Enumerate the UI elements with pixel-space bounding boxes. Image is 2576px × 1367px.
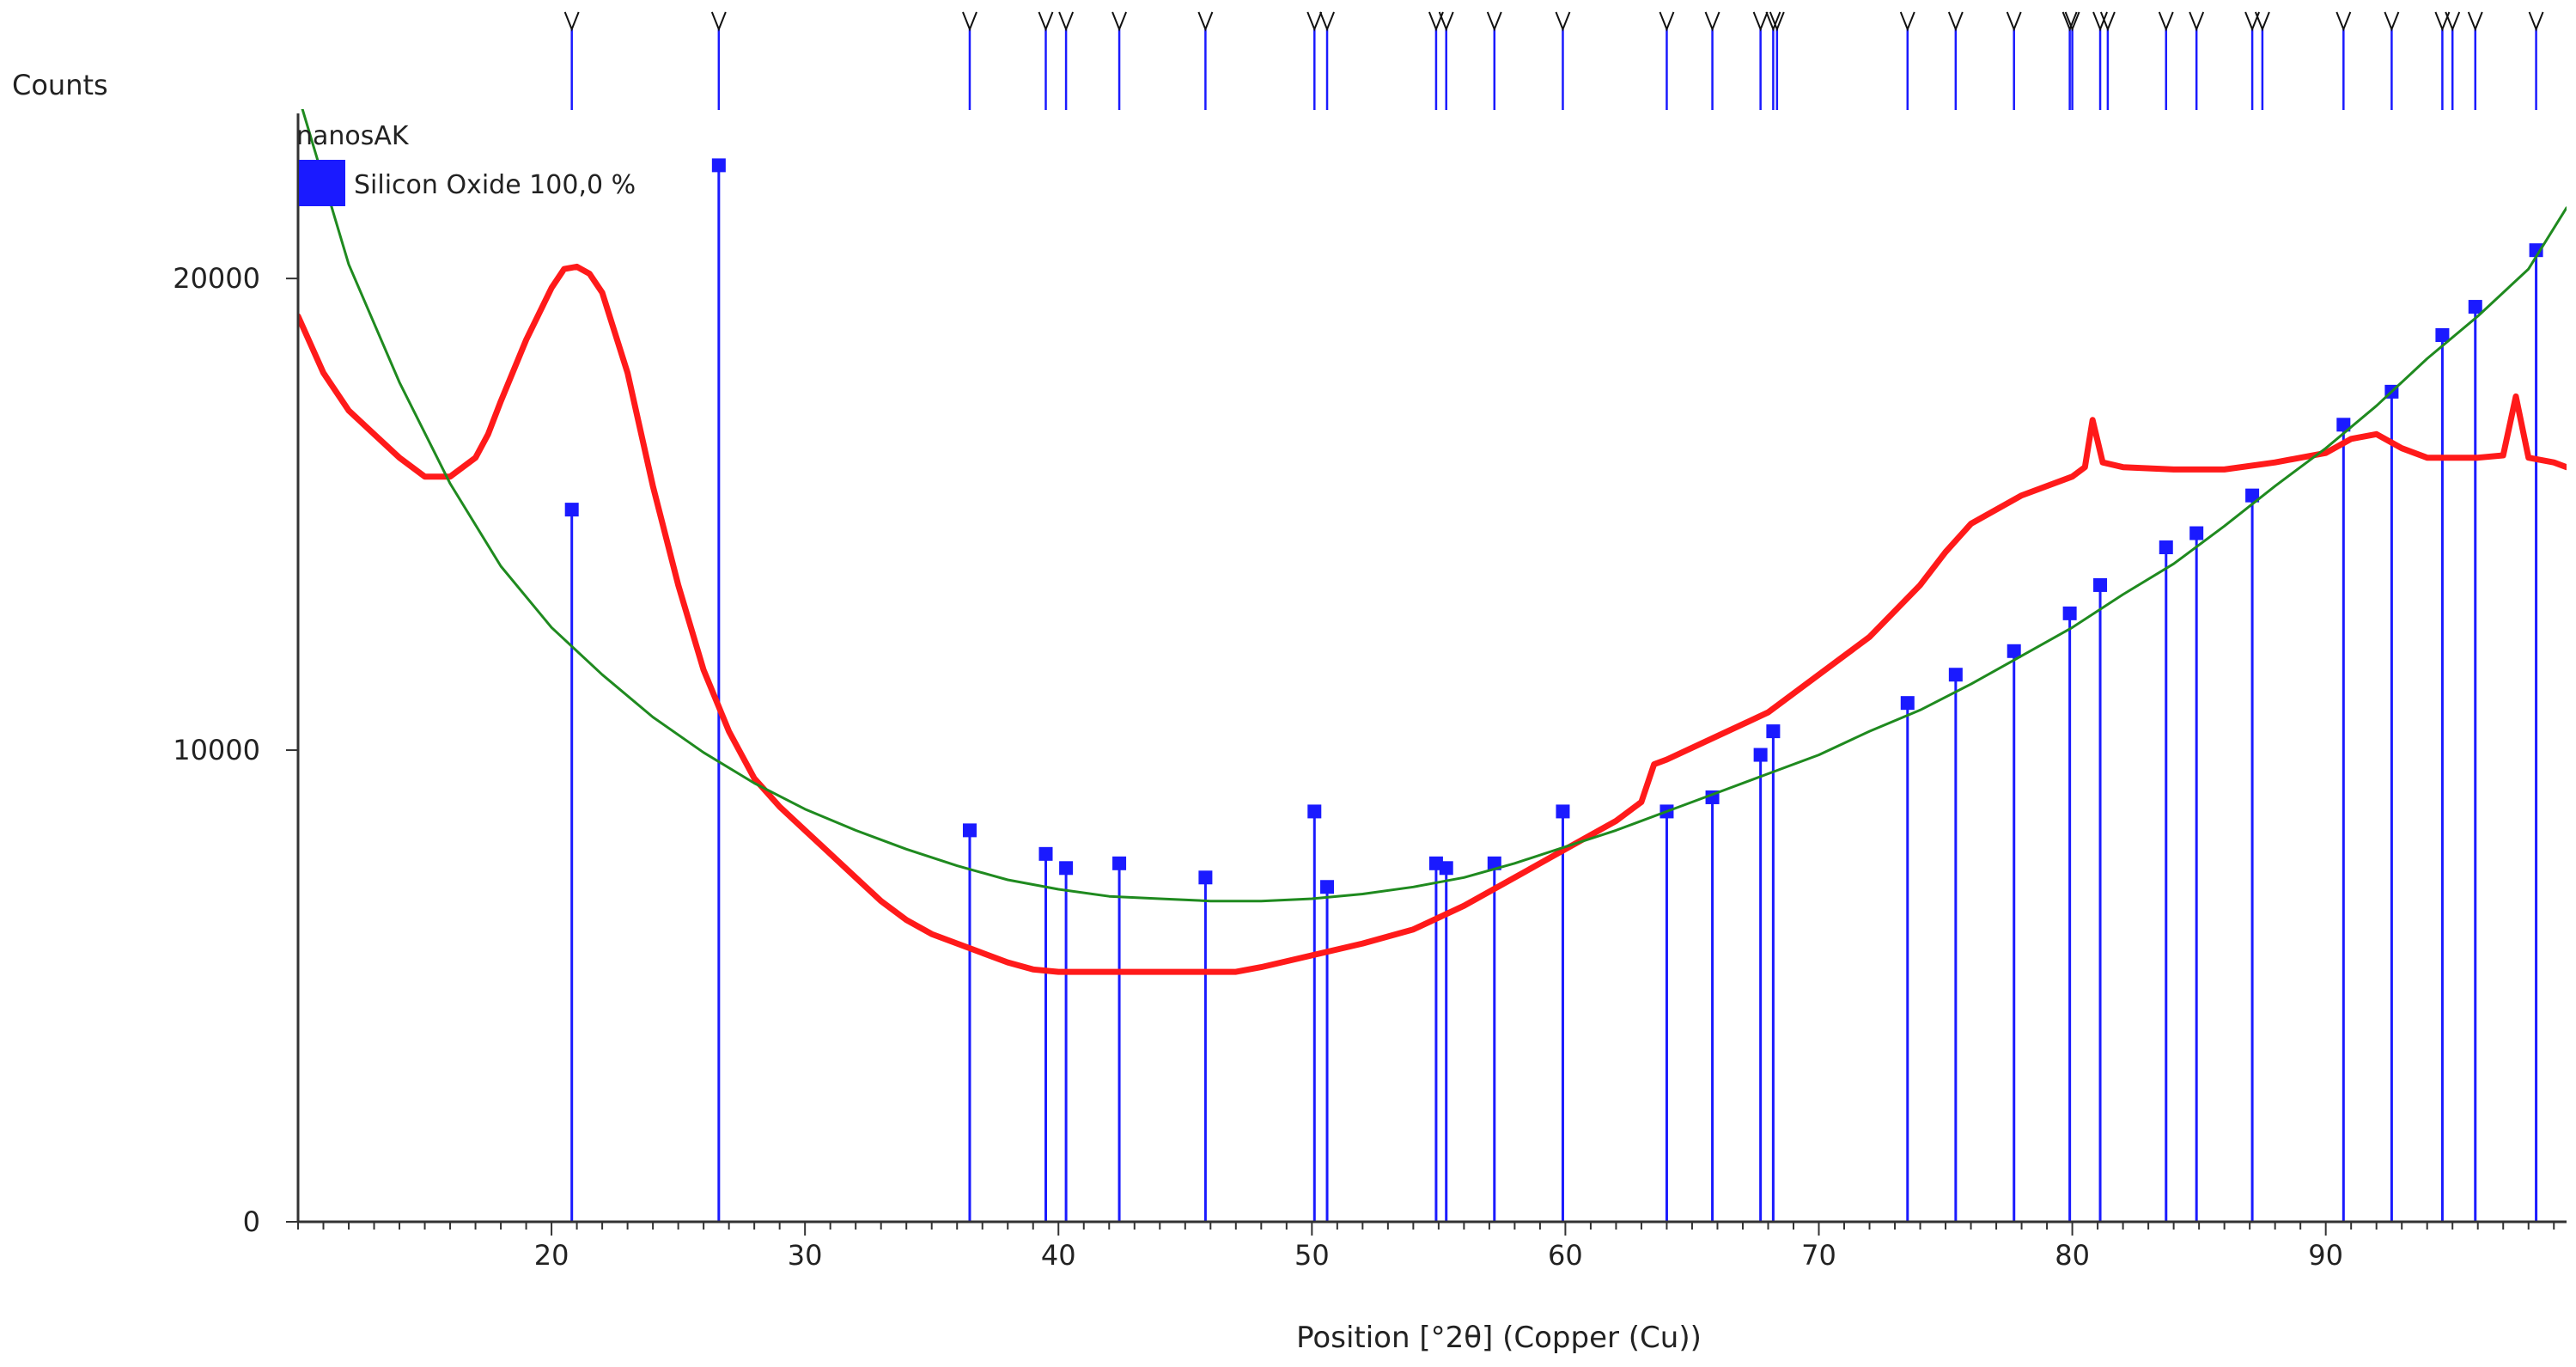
reference-position-marker-v <box>2384 11 2400 32</box>
reference-position-marker-v <box>2099 11 2116 32</box>
reference-peak-marker <box>1307 804 1322 819</box>
reference-peak-marker <box>1556 804 1570 819</box>
reference-position-marker-v <box>1197 11 1214 32</box>
reference-position-marker-v <box>1555 11 1571 32</box>
reference-position-marker-v <box>2434 11 2451 32</box>
reference-position-marker-v <box>1306 11 1323 32</box>
reference-position-marker-v <box>1438 11 1454 32</box>
reference-peak-marker <box>2468 300 2482 314</box>
reference-peak-marker <box>2062 606 2077 620</box>
reference-peak-marker <box>1038 846 1053 861</box>
y-tick-label: 20000 <box>173 262 260 295</box>
reference-position-marker-v <box>2006 11 2022 32</box>
x-tick-label: 60 <box>1548 1239 1583 1272</box>
reference-peak-marker <box>1059 861 1074 876</box>
x-tick-label: 70 <box>1801 1239 1836 1272</box>
reference-peak-marker <box>2189 526 2204 540</box>
reference-position-marker-v <box>2445 11 2461 32</box>
reference-position-marker-v <box>2189 11 2205 32</box>
reference-position-marker-v <box>1038 11 1054 32</box>
reference-peak-marker <box>2007 644 2021 658</box>
legend: nanosAK Silicon Oxide 100,0 % <box>296 121 636 206</box>
reference-peak-marker <box>2159 540 2173 555</box>
reference-position-marker-v <box>1899 11 1915 32</box>
reference-position-marker-v <box>563 11 580 32</box>
reference-peak-marker <box>1753 748 1768 762</box>
reference-position-marker-v <box>1769 11 1785 32</box>
reference-position-marker-v <box>1058 11 1075 32</box>
reference-position-marker-v <box>2244 11 2261 32</box>
reference-peak-marker <box>711 158 726 173</box>
reference-peak-marker <box>1198 870 1213 885</box>
x-axis-label: Position [°2θ] (Copper (Cu)) <box>1296 1321 1702 1355</box>
reference-position-marker-v <box>1111 11 1127 32</box>
reference-position-marker-v <box>2528 11 2544 32</box>
reference-peak-marker <box>2336 418 2351 432</box>
reference-position-marker-v <box>2092 11 2108 32</box>
axes: 20 30 40 50 60 70 80 90 0 10000 20000 <box>173 113 2567 1272</box>
y-tick-label: 0 <box>243 1205 260 1238</box>
reference-position-markers <box>563 11 2544 110</box>
reference-peak-marker <box>1900 696 1915 711</box>
x-tick-label: 30 <box>788 1239 823 1272</box>
x-tick-label: 80 <box>2055 1239 2090 1272</box>
reference-peak-marker <box>1439 861 1453 876</box>
reference-position-marker-v <box>1319 11 1335 32</box>
reference-position-marker-v <box>1659 11 1675 32</box>
reference-peak-marker <box>2435 328 2450 342</box>
reference-peak-marker <box>1948 668 1963 682</box>
x-tick-label: 20 <box>534 1239 569 1272</box>
reference-position-marker-v <box>1704 11 1720 32</box>
reference-position-marker-v <box>962 11 977 32</box>
y-tick-label: 10000 <box>173 734 260 766</box>
reference-position-marker-v <box>2467 11 2483 32</box>
reference-peak-marker <box>1320 880 1335 894</box>
x-tick-label: 40 <box>1041 1239 1076 1272</box>
reference-position-marker-v <box>1428 11 1444 32</box>
reference-position-marker-v <box>710 11 727 32</box>
reference-peaks <box>564 158 2543 1222</box>
reference-position-marker-v <box>2158 11 2174 32</box>
reference-position-marker-v <box>1486 11 1502 32</box>
reference-peak-marker <box>2245 488 2260 503</box>
reference-peak-marker <box>564 503 579 517</box>
reference-position-marker-v <box>2064 11 2080 32</box>
reference-position-marker-v <box>1947 11 1964 32</box>
legend-entry-label: Silicon Oxide 100,0 % <box>354 170 636 200</box>
reference-peak-marker <box>962 823 977 838</box>
reference-position-marker-v <box>2335 11 2352 32</box>
reference-position-marker-v <box>1752 11 1769 32</box>
y-axis-label: Counts <box>12 69 108 101</box>
measured-pattern-line <box>298 263 2567 975</box>
legend-sample-name: nanosAK <box>296 121 410 151</box>
series-layer <box>298 109 2567 975</box>
reference-position-marker-v <box>1765 11 1781 32</box>
reference-peak-marker <box>1766 724 1781 739</box>
x-tick-label: 90 <box>2308 1239 2343 1272</box>
reference-position-marker-v <box>2254 11 2270 32</box>
reference-peak-marker <box>1112 856 1127 870</box>
reference-position-marker-v <box>2061 11 2078 32</box>
legend-swatch <box>299 160 345 206</box>
reference-peak-marker <box>2093 577 2108 592</box>
x-tick-label: 50 <box>1294 1239 1330 1272</box>
background-fit-line <box>301 109 2567 903</box>
